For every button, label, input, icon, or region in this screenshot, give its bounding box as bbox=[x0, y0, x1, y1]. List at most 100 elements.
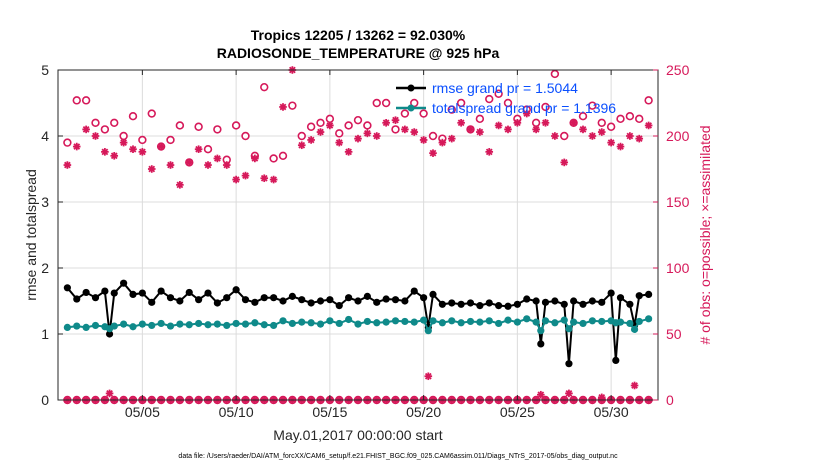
obs-rejected-point-stroke bbox=[106, 390, 113, 397]
totalspread-point bbox=[82, 323, 90, 331]
obs-assimilated-point bbox=[138, 148, 147, 156]
obs-possible-point bbox=[203, 145, 213, 154]
totalspread-point bbox=[251, 319, 259, 327]
obs-possible-point bbox=[194, 122, 203, 131]
legend-rmse-label: rmse grand pr = 1.5044 bbox=[432, 80, 578, 96]
totalspread-point bbox=[513, 318, 521, 326]
totalspread-point bbox=[157, 319, 165, 328]
rmse-point bbox=[565, 360, 573, 368]
obs-assimilated-point-stroke bbox=[279, 103, 287, 111]
obs-assimilated-point bbox=[457, 119, 465, 127]
obs-possible-point bbox=[175, 121, 185, 130]
obs-assimilated-point bbox=[607, 138, 615, 147]
obs-assimilated-point-stroke bbox=[589, 132, 596, 140]
totalspread-point bbox=[73, 322, 81, 330]
obs-assimilated-point-stroke bbox=[635, 135, 643, 143]
rmse-point bbox=[195, 296, 203, 304]
obs-rejected-point-stroke bbox=[631, 382, 638, 389]
obs-rejected-point bbox=[537, 390, 545, 399]
obs-assimilated-point bbox=[541, 119, 550, 127]
obs-assimilated-point-stroke bbox=[270, 176, 277, 183]
axes-box bbox=[57, 69, 659, 401]
obs-assimilated-point-stroke bbox=[439, 139, 446, 146]
y-tick-label-left: 4 bbox=[41, 128, 49, 144]
obs-assimilated-point-stroke bbox=[560, 159, 568, 166]
obs-assimilated-point bbox=[485, 148, 494, 156]
rmse-point bbox=[270, 294, 278, 302]
obs-assimilated-point bbox=[204, 161, 212, 169]
obs-possible-point bbox=[447, 105, 456, 114]
totalspread-point bbox=[204, 321, 212, 329]
obs-assimilated-point-stroke bbox=[504, 126, 512, 133]
obs-assimilated-point bbox=[410, 128, 419, 136]
obs-possible-point bbox=[213, 125, 222, 134]
obs-assimilated-point bbox=[335, 138, 344, 147]
rmse-point bbox=[438, 300, 446, 308]
totalspread-point bbox=[424, 327, 432, 335]
rmse-point bbox=[598, 298, 606, 306]
obs-possible-point bbox=[503, 98, 513, 108]
x-tick-label: 05/15 bbox=[312, 404, 347, 420]
x-tick-label: 05/25 bbox=[500, 404, 535, 420]
rmse-point bbox=[570, 297, 578, 305]
y-tick-label-left: 2 bbox=[41, 260, 49, 276]
obs-possible-point bbox=[560, 131, 569, 141]
obs-assimilated-point-stroke bbox=[401, 126, 409, 133]
rmse-point bbox=[466, 299, 475, 307]
rmse-point bbox=[626, 300, 634, 308]
obs-rejected-point bbox=[565, 389, 573, 398]
rmse-point bbox=[410, 287, 418, 295]
obs-assimilated-point-stroke bbox=[495, 122, 502, 129]
totalspread-point bbox=[213, 320, 221, 328]
rmse-point bbox=[532, 297, 540, 305]
obs-possible-point bbox=[316, 118, 325, 128]
obs-possible-point bbox=[372, 98, 381, 108]
rmse-point bbox=[298, 296, 306, 304]
obs-possible-point bbox=[344, 121, 353, 130]
obs-possible-point bbox=[297, 131, 306, 141]
rmse-point bbox=[185, 288, 193, 297]
obs-possible-point bbox=[606, 122, 616, 131]
rmse-point bbox=[537, 340, 545, 348]
totalspread-point bbox=[326, 317, 334, 325]
obs-possible-point bbox=[456, 98, 466, 108]
y-tick-label-left: 3 bbox=[41, 194, 49, 210]
totalspread-point bbox=[363, 317, 371, 326]
obs-possible-point bbox=[578, 111, 588, 121]
y-tick-label-right: 50 bbox=[666, 326, 682, 342]
rmse-point bbox=[241, 296, 250, 304]
rmse-point bbox=[588, 297, 596, 305]
rmse-point bbox=[476, 302, 484, 310]
y-tick-label-right: 0 bbox=[666, 392, 674, 408]
totalspread-point bbox=[241, 320, 250, 328]
ticks: 05/05 05/10 05/15 05/20 05/25 05/300123450501… bbox=[41, 62, 689, 420]
obs-assimilated-point bbox=[476, 128, 484, 136]
legend-totalspread-marker bbox=[407, 104, 415, 112]
legend: rmse grand pr = 1.5044 totalspread grand… bbox=[396, 80, 616, 116]
rmse-point bbox=[612, 356, 620, 364]
obs-assimilated-point bbox=[185, 158, 194, 167]
obs-assimilated-point bbox=[297, 141, 306, 150]
obs-assimilated-point-stroke bbox=[251, 155, 259, 162]
x-tick-label: 05/10 bbox=[219, 404, 254, 420]
obs-possible-point bbox=[147, 109, 156, 118]
obs-assimilated-point-stroke bbox=[373, 132, 381, 140]
rmse-point bbox=[204, 289, 212, 297]
obs-possible-point bbox=[616, 114, 625, 124]
totalspread-point bbox=[138, 320, 146, 328]
rmse-point bbox=[105, 330, 114, 338]
obs-assimilated-point bbox=[447, 134, 456, 143]
rmse-point bbox=[560, 300, 568, 308]
totalspread-point bbox=[307, 319, 315, 327]
y-tick-label-left: 1 bbox=[41, 326, 49, 342]
obs-assimilated-point bbox=[194, 145, 203, 153]
rmse-point bbox=[63, 284, 71, 292]
rmse-point bbox=[579, 300, 587, 308]
obs-assimilated-point-stroke bbox=[542, 119, 549, 127]
obs-possible-point bbox=[241, 131, 250, 141]
rmse-point bbox=[288, 292, 296, 300]
rmse-point bbox=[401, 297, 409, 305]
obs-rejected-point-stroke bbox=[424, 372, 432, 380]
rmse-point bbox=[345, 294, 353, 302]
rmse-point bbox=[354, 297, 362, 305]
